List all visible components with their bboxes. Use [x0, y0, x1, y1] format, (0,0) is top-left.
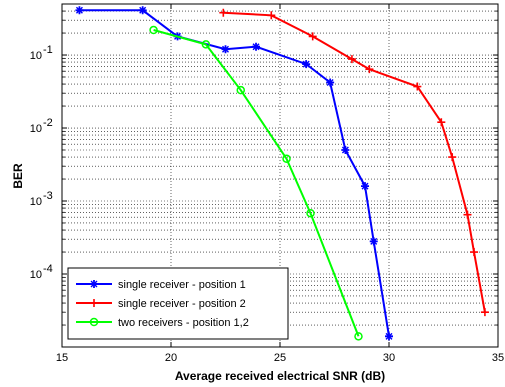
- data-point: [236, 85, 246, 95]
- data-point: [267, 11, 276, 20]
- data-point: [90, 280, 98, 288]
- series-two-receivers-position-1-2: [149, 25, 363, 341]
- star-diagonal: [222, 45, 229, 53]
- data-point: [413, 82, 422, 91]
- legend-label: single receiver - position 2: [118, 298, 246, 310]
- data-point: [219, 8, 228, 17]
- series-single-receiver-position-2: [219, 8, 489, 317]
- data-point: [437, 118, 446, 127]
- data-point: [138, 6, 147, 15]
- y-tick-exponent: -1: [43, 44, 53, 56]
- data-point: [252, 42, 261, 51]
- star-diagonal: [341, 146, 349, 154]
- legend-entry: two receivers - position 1,2: [76, 317, 249, 329]
- star-diagonal: [139, 6, 147, 14]
- y-tick-label: 10: [30, 123, 42, 135]
- data-point: [354, 332, 363, 341]
- data-point: [347, 55, 356, 64]
- y-tick-label: 10: [30, 196, 42, 208]
- data-point: [341, 145, 350, 154]
- y-tick-exponent: -2: [43, 117, 53, 129]
- data-point: [221, 45, 230, 54]
- legend-entry: single receiver - position 1: [76, 279, 246, 291]
- legend-label: two receivers - position 1,2: [118, 317, 249, 329]
- data-point: [365, 65, 374, 74]
- data-point: [470, 248, 479, 257]
- data-point: [89, 317, 99, 327]
- series-single-receiver-position-1: [75, 6, 393, 341]
- star-diagonal: [252, 43, 260, 51]
- star-diagonal: [385, 332, 393, 340]
- y-tick-label: 10: [30, 269, 42, 281]
- star-diagonal: [326, 79, 334, 87]
- y-tick-exponent: -4: [43, 263, 53, 275]
- star-diagonal: [75, 6, 83, 14]
- x-axis-label: Average received electrical SNR (dB): [175, 369, 385, 383]
- star-diagonal: [370, 237, 378, 245]
- data-point: [149, 25, 158, 35]
- data-point: [361, 182, 370, 191]
- y-tick-label: 10: [30, 50, 42, 62]
- y-tick-exponent: -3: [43, 190, 53, 202]
- series-line: [153, 29, 360, 337]
- x-tick-label: 20: [165, 352, 177, 364]
- data-point: [75, 6, 84, 15]
- x-tick-label: 25: [274, 352, 286, 364]
- star-diagonal: [361, 182, 369, 190]
- data-point: [302, 60, 311, 69]
- star-diagonal: [90, 280, 98, 288]
- x-tick-label: 35: [492, 352, 504, 364]
- data-point: [326, 78, 335, 87]
- x-tick-label: 30: [383, 352, 395, 364]
- legend-label: single receiver - position 1: [118, 279, 246, 291]
- data-point: [448, 153, 457, 162]
- data-point: [385, 332, 393, 341]
- data-point: [90, 299, 98, 307]
- star-diagonal: [302, 60, 310, 68]
- legend: single receiver - position 1 single recei…: [67, 267, 289, 340]
- series-layer: [75, 6, 489, 341]
- y-axis-label: BER: [11, 163, 25, 189]
- data-point: [282, 154, 291, 163]
- series-line: [223, 11, 486, 313]
- data-point: [308, 32, 317, 41]
- legend-entry: single receiver - position 2: [76, 298, 246, 310]
- data-point: [480, 308, 489, 317]
- data-point: [369, 237, 378, 246]
- data-point: [306, 208, 315, 218]
- data-point: [201, 40, 211, 49]
- x-tick-label: 15: [56, 352, 68, 364]
- data-point: [463, 210, 472, 219]
